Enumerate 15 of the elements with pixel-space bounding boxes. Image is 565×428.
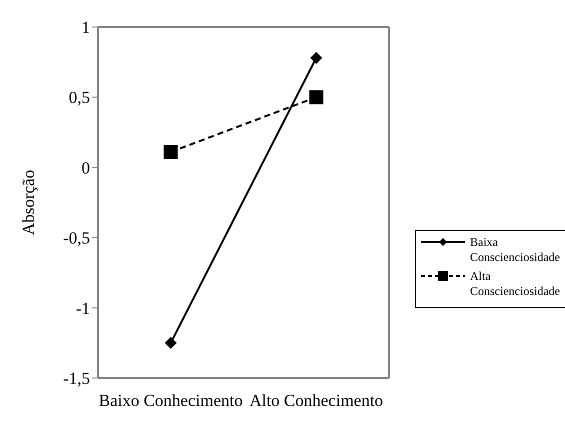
- point: [164, 144, 178, 159]
- y-tick-label: -1: [76, 298, 90, 318]
- point: [164, 336, 177, 349]
- y-tick-label: 0,5: [68, 88, 90, 108]
- y-axis-title: Absorção: [19, 170, 38, 236]
- y-tick-label: 1: [82, 18, 90, 38]
- y-tick-label: 0: [82, 158, 90, 178]
- x-tick-label: Alto Conhecimento: [249, 391, 384, 410]
- point: [310, 52, 322, 64]
- legend-label: Baixa Conscienciosidade: [470, 235, 561, 265]
- y-tick-label: -1,5: [63, 369, 90, 388]
- y-tick-label: -0,5: [63, 228, 90, 248]
- x-tick-label: Baixo Conhecimento: [98, 391, 243, 410]
- legend-label: Alta Conscienciosidade: [470, 269, 561, 299]
- point: [309, 90, 324, 104]
